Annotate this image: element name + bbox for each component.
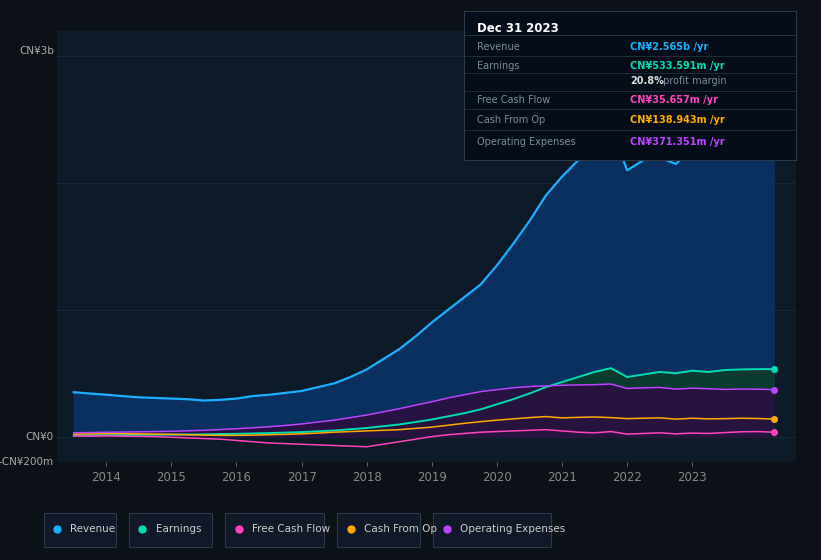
FancyBboxPatch shape <box>337 512 420 547</box>
Text: 20.8%: 20.8% <box>631 76 664 86</box>
Text: Cash From Op: Cash From Op <box>364 524 437 534</box>
Text: Revenue: Revenue <box>71 524 116 534</box>
Text: Free Cash Flow: Free Cash Flow <box>477 95 550 105</box>
Text: Earnings: Earnings <box>156 524 201 534</box>
Text: -CN¥200m: -CN¥200m <box>0 457 54 467</box>
Text: Earnings: Earnings <box>477 61 520 71</box>
FancyBboxPatch shape <box>225 512 324 547</box>
FancyBboxPatch shape <box>44 512 116 547</box>
Text: CN¥0: CN¥0 <box>25 432 54 442</box>
FancyBboxPatch shape <box>433 512 551 547</box>
Text: CN¥371.351m /yr: CN¥371.351m /yr <box>631 137 725 147</box>
Text: Revenue: Revenue <box>477 42 520 52</box>
Text: Operating Expenses: Operating Expenses <box>460 524 565 534</box>
Text: CN¥138.943m /yr: CN¥138.943m /yr <box>631 115 725 124</box>
Text: Dec 31 2023: Dec 31 2023 <box>477 22 559 35</box>
Text: CN¥3b: CN¥3b <box>19 46 54 56</box>
Text: CN¥35.657m /yr: CN¥35.657m /yr <box>631 95 718 105</box>
FancyBboxPatch shape <box>129 512 212 547</box>
Text: Operating Expenses: Operating Expenses <box>477 137 576 147</box>
Text: Free Cash Flow: Free Cash Flow <box>252 524 330 534</box>
Text: CN¥533.591m /yr: CN¥533.591m /yr <box>631 61 725 71</box>
Text: CN¥2.565b /yr: CN¥2.565b /yr <box>631 42 709 52</box>
Text: profit margin: profit margin <box>660 76 727 86</box>
Text: Cash From Op: Cash From Op <box>477 115 545 124</box>
